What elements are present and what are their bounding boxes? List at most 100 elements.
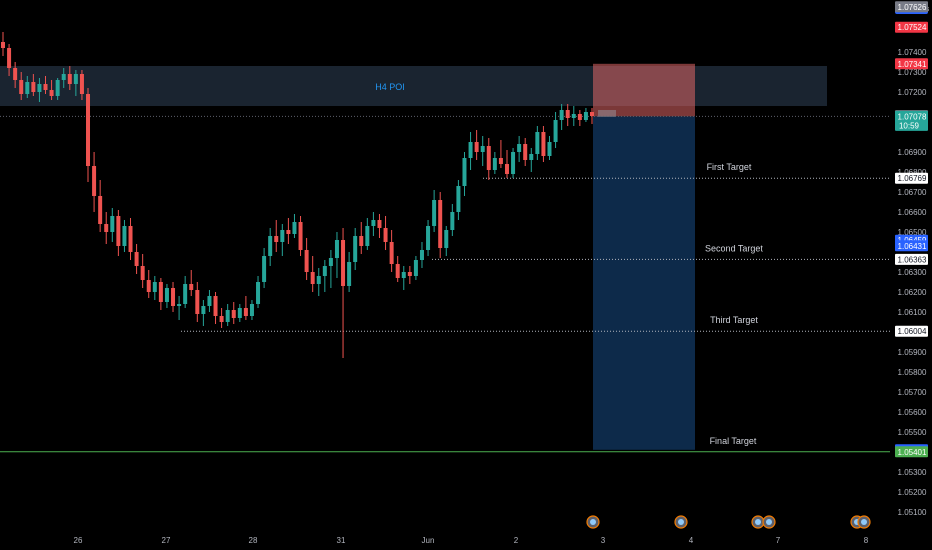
candle xyxy=(79,70,84,100)
candle-body xyxy=(523,144,528,160)
candle-body xyxy=(353,236,358,262)
candle xyxy=(195,282,200,322)
price-label-text: 1.07341 xyxy=(898,60,927,69)
candle-body xyxy=(444,230,449,248)
candle xyxy=(504,150,509,178)
candle xyxy=(256,276,261,308)
candle-body xyxy=(334,240,339,258)
candle-body xyxy=(219,316,224,322)
y-tick-label: 1.05800 xyxy=(898,368,927,377)
candle xyxy=(413,256,418,280)
candle xyxy=(401,266,406,290)
x-tick-label: Jun xyxy=(422,536,435,545)
candle-body xyxy=(61,74,66,80)
candle-body xyxy=(565,110,570,118)
candle xyxy=(1,32,5,56)
h4-poi-label: H4 POI xyxy=(375,82,405,92)
target-price-box[interactable] xyxy=(895,325,928,337)
event-flag-dot xyxy=(861,519,867,525)
candle xyxy=(183,276,188,308)
x-tick-label: 3 xyxy=(601,536,606,545)
candle xyxy=(7,44,12,76)
candle xyxy=(219,308,224,328)
candle xyxy=(98,180,103,232)
candle xyxy=(371,212,376,236)
price-label-box[interactable] xyxy=(895,240,928,252)
candle xyxy=(517,136,522,162)
event-flag-icon[interactable] xyxy=(751,515,765,529)
candle xyxy=(571,106,576,126)
candle-body xyxy=(328,258,333,266)
candle xyxy=(468,132,473,170)
candle-body xyxy=(486,146,491,170)
candle xyxy=(553,112,558,148)
target-price-box[interactable] xyxy=(895,172,928,184)
target-label-4: Final Target xyxy=(710,436,757,446)
position-stop-zone[interactable] xyxy=(593,63,695,117)
candle-body xyxy=(310,272,315,284)
candle-body xyxy=(67,74,72,84)
time-axis[interactable]: 26 27 28 31 Jun 2 3 4 7 8 xyxy=(74,536,869,545)
candle-body xyxy=(347,262,352,286)
candle-body xyxy=(73,74,78,84)
candle-body xyxy=(553,120,558,142)
candle xyxy=(444,226,449,256)
candle-body xyxy=(249,304,254,316)
candle-body xyxy=(286,230,291,234)
candle-body xyxy=(49,90,54,96)
candle-body xyxy=(450,212,455,230)
event-flag-icon[interactable] xyxy=(586,515,600,529)
candle-body xyxy=(177,304,182,306)
current-price-box[interactable] xyxy=(895,110,928,131)
price-label-box[interactable] xyxy=(895,58,928,70)
candle-body xyxy=(158,282,163,302)
candle-body xyxy=(322,266,327,276)
candle-body xyxy=(517,144,522,152)
candle xyxy=(134,244,139,274)
candle-body xyxy=(195,290,200,314)
price-label-box[interactable] xyxy=(895,21,928,33)
candle-body xyxy=(432,200,437,226)
candle xyxy=(152,276,157,300)
candle-body xyxy=(298,222,303,250)
candle-body xyxy=(110,216,115,232)
candle xyxy=(377,214,382,238)
candle-body xyxy=(183,284,188,304)
candle-body xyxy=(462,158,467,186)
candle xyxy=(31,74,36,96)
candle xyxy=(213,292,218,324)
candle-body xyxy=(19,80,24,94)
candle xyxy=(474,130,479,160)
candle xyxy=(13,62,18,88)
candle xyxy=(432,190,437,232)
price-label-text: 1.05401 xyxy=(898,448,927,457)
event-flag-icon[interactable] xyxy=(762,515,776,529)
event-flag-icon[interactable] xyxy=(857,515,871,529)
candle xyxy=(292,214,297,238)
candle-body xyxy=(590,112,594,116)
price-label-box[interactable] xyxy=(895,446,928,458)
y-tick-label: 1.07200 xyxy=(898,88,927,97)
y-tick-label: 1.05900 xyxy=(898,348,927,357)
candle-body xyxy=(225,310,230,322)
candle-body xyxy=(492,158,497,170)
event-flag-icon[interactable] xyxy=(674,515,688,529)
candle xyxy=(73,70,78,96)
price-axis[interactable]: 1.074001.073001.072001.069001.068001.067… xyxy=(895,0,932,550)
price-label-text: 1.06431 xyxy=(898,242,927,251)
position-target-zone[interactable] xyxy=(593,116,695,450)
target-label-3: Third Target xyxy=(710,315,758,325)
candle-body xyxy=(426,226,431,250)
price-label-box[interactable] xyxy=(895,1,928,13)
candle xyxy=(298,216,303,256)
x-tick-label: 26 xyxy=(74,536,83,545)
h4-poi-zone[interactable] xyxy=(0,66,827,106)
candle xyxy=(353,228,358,270)
current-price-text: 1.07078 xyxy=(898,112,927,121)
y-tick-label: 1.06200 xyxy=(898,288,927,297)
candle-body xyxy=(256,282,261,304)
target-price-box[interactable] xyxy=(895,253,928,265)
candle xyxy=(231,302,236,324)
candle xyxy=(86,88,91,182)
